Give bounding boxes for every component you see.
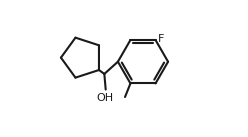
Text: F: F [158,34,165,44]
Text: OH: OH [96,93,114,103]
